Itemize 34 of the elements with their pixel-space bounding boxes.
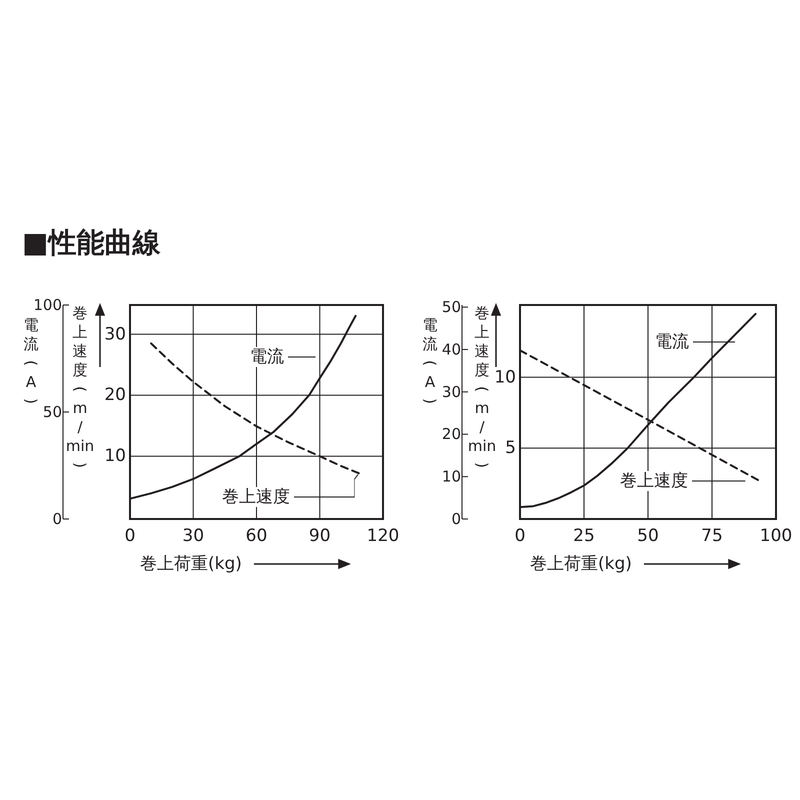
y2-tick-label: 50: [42, 403, 62, 421]
x-tick-label: 100: [760, 526, 792, 546]
y-tick-label: 10: [104, 446, 126, 466]
y-tick-label: 30: [104, 324, 126, 344]
x-tick-label: 0: [124, 526, 136, 546]
x-tick-label: 0: [514, 526, 526, 546]
legend-label: 電流: [655, 332, 689, 352]
y2-tick-label: 50: [442, 298, 461, 316]
y2-tick-label: 10: [442, 468, 461, 486]
x-tick-label: 25: [573, 526, 595, 546]
x-tick-label: 30: [182, 526, 204, 546]
y2-tick-label: 100: [33, 296, 62, 314]
y2-axis-title: 電流(A): [421, 316, 439, 404]
y2-tick-label: 30: [442, 382, 461, 401]
x-axis-title: 巻上荷重(kg): [530, 554, 632, 574]
y-tick-label: 5: [505, 438, 516, 458]
x-tick-label: 90: [308, 526, 331, 546]
legend-label: 電流: [250, 347, 284, 367]
y2-tick-label: 20: [442, 425, 461, 444]
x-tick-label: 50: [637, 526, 659, 546]
legend-label: 巻上速度: [620, 471, 688, 491]
x-tick-label: 60: [246, 526, 268, 546]
y-tick-label: 20: [104, 385, 126, 406]
x-tick-label: 75: [701, 526, 723, 546]
chart-title: ■性能曲線: [22, 226, 162, 259]
y2-tick-label: 40: [442, 340, 461, 358]
x-tick-label: 120: [366, 526, 400, 546]
legend-label: 巻上速度: [222, 487, 290, 507]
text: 巻上速度(m/min): [66, 304, 94, 468]
y2-axis-title: 電流(A): [22, 316, 40, 404]
x-axis-title: 巻上荷重(kg): [140, 554, 242, 574]
y2-tick-label: 0: [52, 510, 62, 528]
text: 巻上速度(m/min): [468, 304, 496, 468]
y2-tick-label: 0: [451, 510, 461, 528]
